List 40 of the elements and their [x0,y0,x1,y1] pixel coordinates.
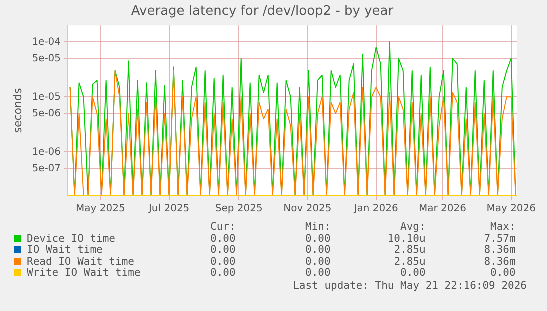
x-tick-label: Mar 2026 [418,204,466,215]
x-tick-label: Nov 2025 [284,204,332,215]
y-tick-label: 1e-06 [32,146,62,158]
y-tick-label: 5e-05 [32,53,62,64]
text: 0.00 [210,232,236,245]
legend-label: Write IO Wait time [26,267,141,280]
text: 0.00 [210,256,236,268]
text: Max: [490,221,516,234]
text: Avg: [400,221,426,234]
y-tick-label: 5e-07 [32,163,62,174]
y-tick-label: 5e-06 [32,108,62,120]
text: 7.57m [483,232,516,245]
legend-label: Read IO Wait time [26,256,136,268]
x-tick-label: Jul 2025 [148,204,190,215]
text: 2.85u [393,244,426,256]
chart-title: Average latency for /dev/loop2 - by year [131,4,394,20]
legend-label: IO Wait time [26,244,104,256]
text: Last update: Thu May 21 22:16:09 2026 [293,280,527,292]
text: 0.00 [304,256,331,268]
x-tick-label: Sep 2025 [215,204,263,215]
y-tick-label: 1e-05 [32,92,62,103]
text: 0.00 [304,244,331,256]
text: 0.00 [304,232,331,245]
y-tick-label: 1e-04 [32,36,62,48]
y-axis-title: seconds [11,88,24,134]
text: 8.36m [483,256,516,268]
text: 0.00 [210,267,236,280]
x-tick-label: May 2025 [76,204,126,215]
text: 0.00 [490,267,516,280]
text: Cur: [210,221,236,234]
text: Min: [304,221,331,234]
text: 0.00 [304,267,331,280]
text: 2.85u [393,256,426,268]
text: 10.10u [386,232,426,245]
x-tick-label: May 2026 [486,204,536,215]
x-tick-label: Jan 2026 [353,204,398,215]
text: 0.00 [210,244,236,256]
text: 8.36m [483,244,516,256]
text: 0.00 [400,267,426,280]
legend-label: Device IO time [26,232,117,245]
